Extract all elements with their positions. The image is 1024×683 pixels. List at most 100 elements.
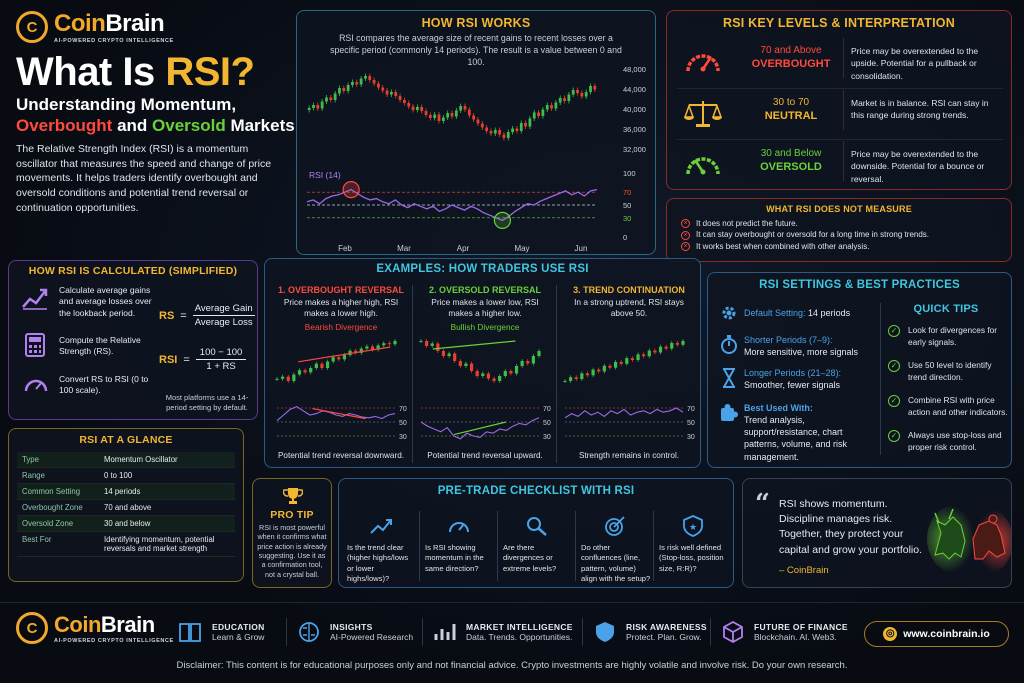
price-candle <box>307 108 311 110</box>
footer-item-subtitle: Data. Trends. Opportunities. <box>466 632 573 642</box>
price-candle <box>342 88 346 91</box>
website-link[interactable]: ◎ www.coinbrain.io <box>864 621 1009 647</box>
level-row: 30 and Below OVERSOLD Price may be overext… <box>677 139 1003 185</box>
example-text: Price makes a higher high, RSI makes a l… <box>283 297 399 319</box>
footer-brand-name: CoinBrain <box>54 612 155 637</box>
example-candle <box>642 354 646 357</box>
example-candle <box>331 357 335 362</box>
quote-author: – CoinBrain <box>779 565 829 576</box>
pro-tip-title: PRO TIP <box>270 509 314 521</box>
level-row: 30 to 70 NEUTRAL Market is in balance. RSI… <box>677 88 1003 134</box>
glance-value: Identifying momentum, potential reversal… <box>99 531 235 557</box>
rsi-tick-label: 0 <box>623 233 627 242</box>
example-candle <box>647 350 651 357</box>
at-a-glance-panel: RSI AT A GLANCE Type Momentum Oscillator R… <box>8 428 244 582</box>
key-levels-panel: RSI KEY LEVELS & INTERPRETATION 70 and A… <box>666 10 1012 190</box>
rsi-divergence-arrow <box>312 407 366 420</box>
example-candle <box>486 373 491 379</box>
example-candle <box>292 374 296 381</box>
price-tick-label: 48,000 <box>623 65 646 74</box>
footer-item-text: RISK AWARENESS Protect. Plan. Grow. <box>626 622 707 642</box>
example-candle <box>458 361 462 366</box>
price-candle <box>480 123 484 128</box>
price-candle <box>459 106 463 111</box>
trend-up-icon <box>370 519 392 534</box>
glance-key: Range <box>17 467 99 484</box>
example-candle <box>370 346 375 350</box>
example-candle <box>297 370 302 375</box>
glance-value: 14 periods <box>99 483 235 500</box>
footer-brand-tagline: AI-POWERED CRYPTO INTELLIGENCE <box>54 638 174 644</box>
example-candle <box>382 343 386 346</box>
example-rsi-line <box>564 407 684 419</box>
price-candle <box>454 110 458 117</box>
price-candle <box>312 105 315 108</box>
calculator-icon <box>25 333 45 357</box>
level-divider <box>843 141 844 181</box>
example-candle <box>613 361 618 368</box>
rsi-divergence-arrow <box>453 421 507 436</box>
footer-item-subtitle: Learn & Grow <box>212 632 265 642</box>
footer-item: FUTURE OF FINANCE Blockchain. AI. Web3. <box>720 620 848 644</box>
price-candle <box>558 98 562 103</box>
level-name: NEUTRAL <box>764 110 818 122</box>
checklist-question: Do other confluences (line, pattern, vol… <box>581 543 651 583</box>
price-candle <box>377 83 380 88</box>
example-candle <box>354 350 358 353</box>
price-candle <box>485 127 489 131</box>
price-candle <box>472 115 476 120</box>
example-column: 3. TREND CONTINUATION In a strong uptrend… <box>556 281 699 465</box>
price-tick-label: 32,000 <box>623 145 646 154</box>
example-candle <box>636 354 640 361</box>
longer-periods: Longer Periods (21–28): Smoother, fewer s… <box>744 368 842 391</box>
glance-value: 70 and above <box>99 499 235 516</box>
footer-brain-logo-icon: C <box>16 612 48 644</box>
price-candle <box>519 123 523 131</box>
footer-item-title: FUTURE OF FINANCE <box>754 622 848 632</box>
footer-divider-v <box>710 618 711 646</box>
book-icon <box>179 623 201 642</box>
price-candle <box>489 131 493 134</box>
checklist-item: Is RSI showing momentum in the same dire… <box>419 509 497 585</box>
level-name: OVERBOUGHT <box>751 58 831 70</box>
example-level-label: 70 <box>687 406 695 413</box>
example-rsi-line <box>420 417 540 440</box>
how-rsi-works-title: HOW RSI WORKS <box>421 16 531 30</box>
price-candle <box>446 113 450 118</box>
example-candle <box>441 351 446 356</box>
quick-tip: ✓ Always use stop-loss and proper risk co… <box>888 430 1008 453</box>
calc-step-1: Calculate average gains and average loss… <box>59 285 152 318</box>
brand-name: CoinBrain <box>54 10 165 37</box>
example-candle <box>619 361 623 364</box>
quick-tip: ✓ Combine RSI with price action and other… <box>888 395 1008 418</box>
footer-item-text: MARKET INTELLIGENCE Data. Trends. Opportu… <box>466 622 573 642</box>
example-candle <box>492 378 496 381</box>
pro-tip-panel: PRO TIP RSI is most powerful when it con… <box>252 478 332 588</box>
price-candle <box>329 97 333 100</box>
footer-item-title: EDUCATION <box>212 622 265 632</box>
checklist-item: Is the trend clear (higher highs/lows or… <box>343 509 419 585</box>
cube-icon <box>723 620 743 644</box>
example-candle <box>320 363 324 369</box>
hourglass-icon <box>723 368 735 388</box>
checklist-question: Is risk well defined (Stop-loss, positio… <box>659 543 724 573</box>
footer-item: EDUCATION Learn & Grow <box>178 618 287 646</box>
example-candle <box>514 366 519 374</box>
price-candle <box>554 102 558 109</box>
example-text: In a strong uptrend, RSI stays above 50. <box>574 297 684 319</box>
hero-description: The Relative Strength Index (RSI) is a m… <box>16 143 272 214</box>
example-candle <box>520 361 524 366</box>
does-not-text: It does not predict the future. <box>696 219 798 228</box>
target-icon <box>605 516 625 536</box>
example-candle <box>436 343 440 351</box>
rs-formula: RS = Average Gain Average Loss <box>159 303 255 328</box>
example-divider <box>412 285 413 463</box>
example-candle <box>281 376 285 379</box>
price-candle <box>320 101 324 109</box>
bull-bear-illustration-icon <box>927 505 1011 573</box>
example-candle <box>602 365 606 372</box>
calculation-panel: HOW RSI IS CALCULATED (SIMPLIFIED) Calcu… <box>8 260 258 420</box>
examples-title: EXAMPLES: HOW TRADERS USE RSI <box>376 263 589 275</box>
level-range: 70 and Above <box>760 45 822 56</box>
example-candle <box>303 370 307 373</box>
